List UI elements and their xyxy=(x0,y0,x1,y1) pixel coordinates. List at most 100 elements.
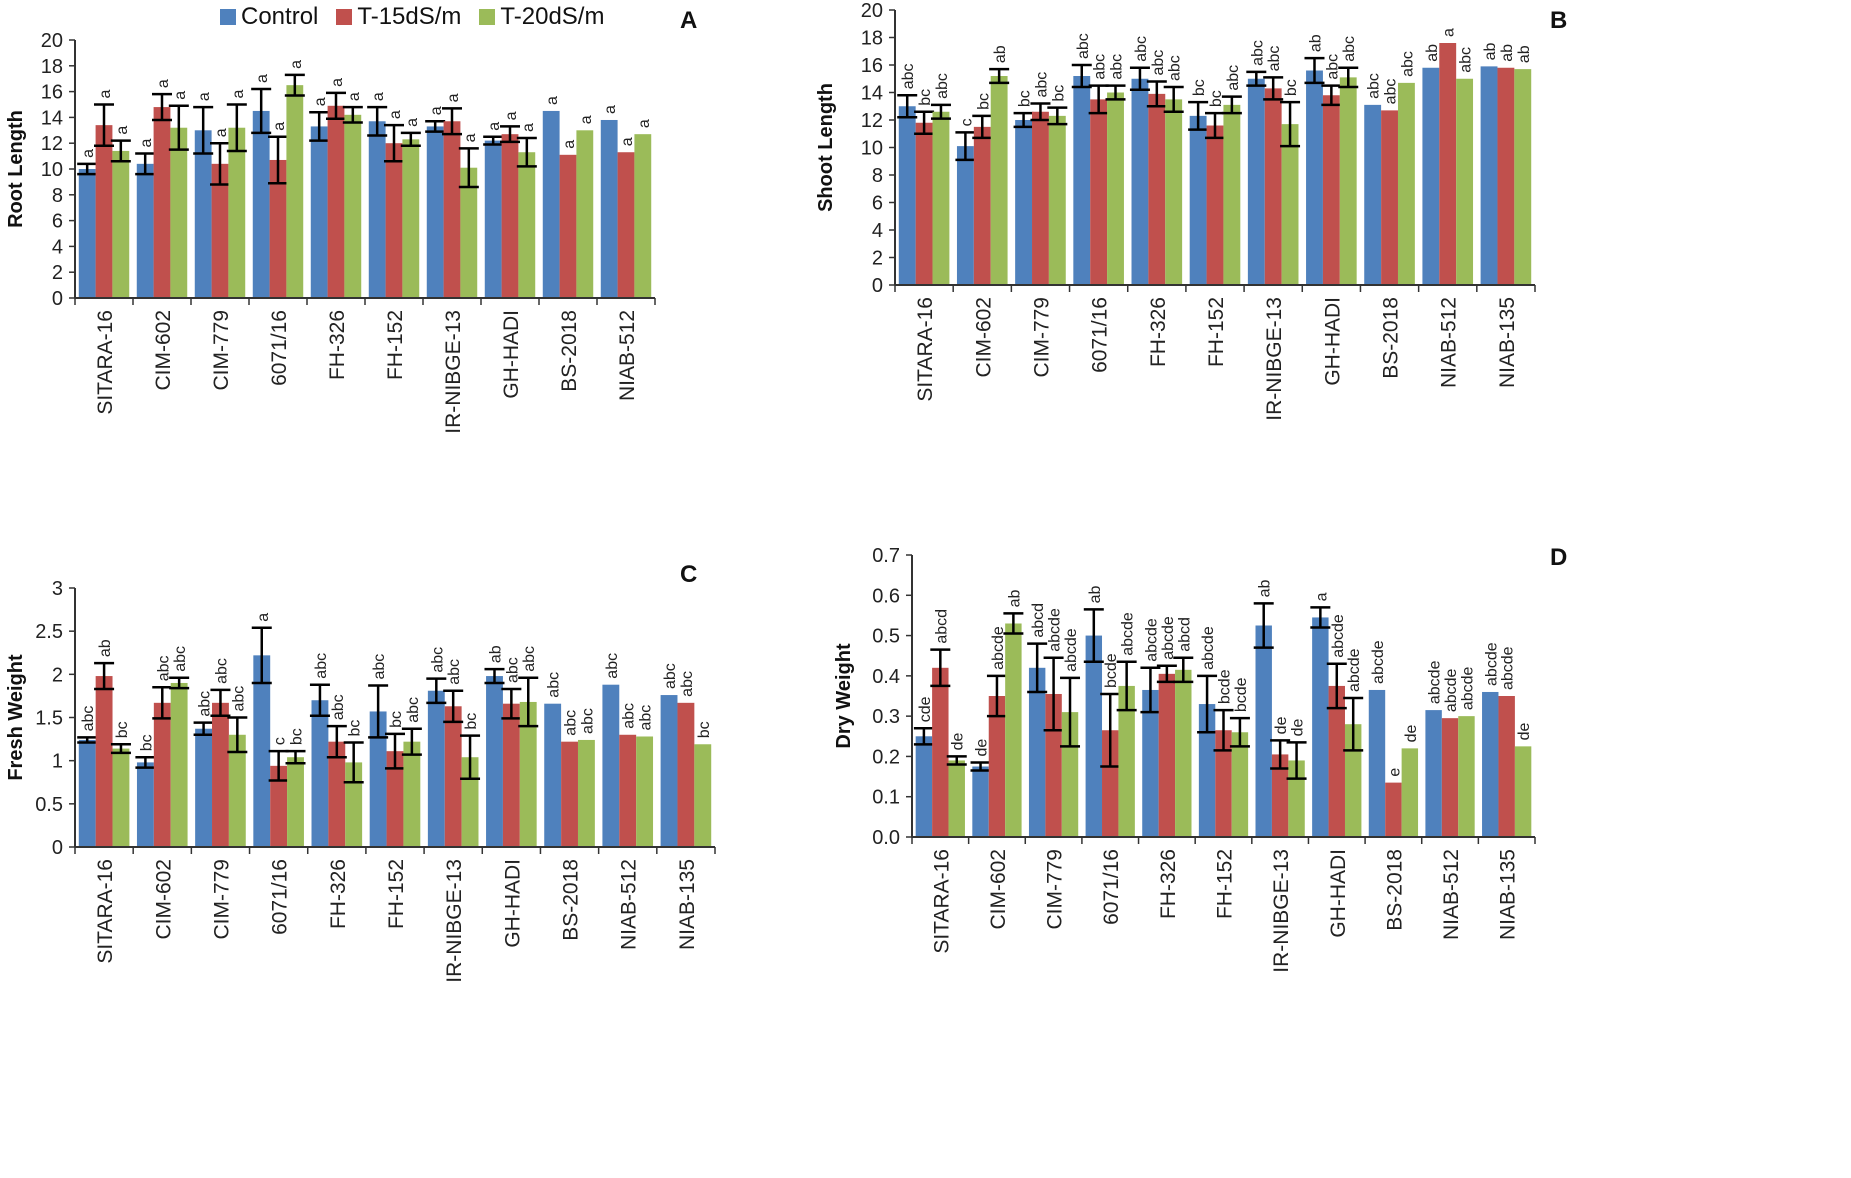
legend-swatch-control xyxy=(220,9,236,25)
bar xyxy=(559,154,577,298)
significance-label: a xyxy=(213,128,230,137)
significance-label: a xyxy=(544,96,561,105)
y-tick-label: 10 xyxy=(861,138,883,160)
x-tick-label: SITARA-16 xyxy=(930,849,953,954)
significance-label: abc xyxy=(604,653,621,679)
panel-label: D xyxy=(1550,544,1567,571)
bar xyxy=(486,676,503,847)
significance-label: bc xyxy=(975,93,992,110)
bar xyxy=(1028,667,1046,837)
bar xyxy=(385,143,403,298)
panel-label: A xyxy=(680,7,697,34)
bar xyxy=(368,121,386,299)
bar xyxy=(1322,95,1340,285)
significance-label: a xyxy=(636,119,653,128)
significance-label: a xyxy=(254,74,271,83)
significance-label: abcde xyxy=(1330,614,1347,658)
bar xyxy=(310,126,328,299)
significance-label: abcde xyxy=(1483,642,1500,686)
x-tick-label: CIM-602 xyxy=(152,859,175,940)
bar xyxy=(153,702,171,847)
y-axis-title: Root Length xyxy=(5,110,27,228)
x-tick-label: NIAB-135 xyxy=(676,859,699,950)
significance-label: abc xyxy=(679,671,696,697)
bar xyxy=(577,739,595,847)
bar xyxy=(286,85,304,299)
bar xyxy=(1061,712,1079,837)
bar xyxy=(677,702,695,847)
bar xyxy=(1048,115,1066,285)
x-tick-label: IR-NIBGE-13 xyxy=(1263,297,1286,421)
significance-label: abc xyxy=(1133,36,1150,62)
significance-label: abc xyxy=(313,653,330,679)
bar xyxy=(1264,88,1282,285)
significance-label: abc xyxy=(213,658,230,684)
x-tick-label: SITARA-16 xyxy=(914,297,937,402)
significance-label: bc xyxy=(347,720,364,737)
bar xyxy=(112,150,130,298)
significance-label: abc xyxy=(1341,36,1358,62)
bar xyxy=(1498,696,1515,837)
bar xyxy=(1255,625,1272,837)
x-tick-label: IR-NIBGE-13 xyxy=(443,859,466,983)
significance-label: de xyxy=(1516,722,1533,740)
y-tick-label: 18 xyxy=(41,56,63,78)
bar xyxy=(1328,685,1345,837)
x-tick-label: BS-2018 xyxy=(560,859,583,941)
y-tick-label: 12 xyxy=(41,133,63,155)
significance-label: e xyxy=(1386,768,1403,777)
bar xyxy=(1281,124,1299,285)
significance-label: abc xyxy=(521,646,538,672)
x-tick-label: FH-152 xyxy=(1205,297,1228,367)
bar xyxy=(915,736,933,837)
legend-label-t20: T-20dS/m xyxy=(500,3,605,30)
significance-label: a xyxy=(578,115,595,124)
x-tick-label: IR-NIBGE-13 xyxy=(442,310,465,434)
bar xyxy=(345,762,363,847)
x-tick-label: GH-HADI xyxy=(1327,849,1350,938)
bar xyxy=(170,127,188,298)
bar xyxy=(484,140,502,298)
legend-swatch-t15 xyxy=(336,9,353,25)
significance-label: abcde xyxy=(1427,660,1444,704)
bar xyxy=(1422,67,1440,285)
bar xyxy=(1189,115,1207,285)
bar xyxy=(1497,67,1515,285)
significance-label: abc xyxy=(1399,51,1416,77)
bar xyxy=(195,728,213,847)
y-tick-label: 0.6 xyxy=(872,585,900,607)
significance-label: abcde xyxy=(990,626,1007,670)
bar xyxy=(1271,754,1289,837)
significance-label: a xyxy=(114,126,131,135)
panel-label: C xyxy=(680,561,697,588)
significance-label: abc xyxy=(662,663,679,689)
bar xyxy=(1131,78,1149,285)
significance-label: bcde xyxy=(1217,669,1234,704)
significance-label: de xyxy=(974,739,991,757)
bar xyxy=(136,163,154,298)
significance-label: abcde xyxy=(1120,612,1137,656)
bar xyxy=(1397,82,1415,285)
bar xyxy=(1482,691,1499,837)
significance-label: a xyxy=(97,90,114,99)
bar xyxy=(211,163,229,298)
bar xyxy=(1118,685,1135,837)
bar xyxy=(136,762,154,847)
y-tick-label: 0.3 xyxy=(872,706,900,728)
bar xyxy=(386,751,404,847)
bar xyxy=(634,134,652,298)
significance-label: a xyxy=(138,139,155,148)
significance-label: a xyxy=(1313,592,1330,601)
significance-label: abc xyxy=(546,672,563,698)
x-tick-label: 6071/16 xyxy=(1089,297,1112,373)
significance-label: ab xyxy=(487,645,504,663)
x-tick-label: FH-326 xyxy=(1147,297,1170,367)
bar xyxy=(1401,748,1419,837)
significance-label: abcde xyxy=(1500,646,1517,690)
significance-label: ab xyxy=(992,45,1009,63)
bar xyxy=(443,121,461,299)
significance-label: abc xyxy=(1109,54,1126,80)
bar xyxy=(1107,92,1124,285)
